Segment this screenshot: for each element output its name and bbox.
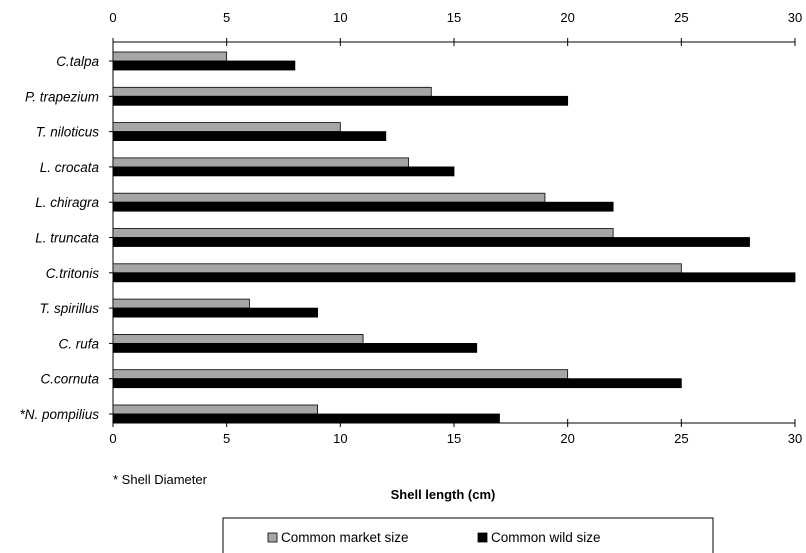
bar-market — [112, 86, 432, 97]
top-tick-label: 10 — [333, 10, 347, 25]
category-label: P. trapezium — [25, 89, 99, 104]
bar-wild — [112, 95, 569, 106]
bar-market — [112, 404, 319, 415]
bar-market — [112, 157, 409, 168]
category-label: C.tritonis — [46, 266, 100, 281]
bar-wild — [112, 237, 750, 247]
bar-market — [112, 192, 546, 203]
bar-market — [112, 122, 341, 132]
category-label: L. chiragra — [35, 195, 99, 210]
bottom-tick-label: 25 — [674, 431, 688, 446]
legend: Common market size Common wild size — [222, 517, 714, 553]
top-tick-label: 20 — [560, 10, 574, 25]
bottom-tick-label: 15 — [447, 431, 461, 446]
category-label: C. rufa — [58, 336, 99, 351]
top-tick-label: 25 — [674, 10, 688, 25]
category-label: *N. pompilius — [19, 407, 99, 422]
bar-market — [112, 51, 228, 62]
legend-swatch-market — [267, 532, 278, 543]
bar-wild — [112, 60, 296, 71]
bar-market — [112, 298, 250, 309]
bars — [112, 51, 796, 424]
bottom-tick-label: 5 — [223, 431, 230, 446]
bar-wild — [112, 131, 387, 142]
bar-wild — [112, 307, 319, 318]
top-tick-label: 0 — [109, 10, 116, 25]
top-tick-label: 30 — [788, 10, 802, 25]
legend-label-market: Common market size — [281, 530, 409, 545]
bottom-tick-label: 30 — [788, 431, 802, 446]
bar-wild — [112, 201, 614, 212]
bar-market — [112, 333, 364, 344]
top-tick-label: 5 — [223, 10, 230, 25]
category-labels: C.talpa P. trapezium T. niloticus L. crocat… — [19, 54, 99, 422]
category-label: T. spirillus — [39, 301, 99, 316]
footnote: * Shell Diameter — [113, 472, 208, 487]
bar-market — [112, 228, 614, 238]
bar-wild — [112, 272, 796, 283]
category-label: C.talpa — [56, 54, 99, 69]
top-axis: 0 5 10 15 20 25 30 — [109, 10, 802, 46]
category-label: L. truncata — [35, 231, 99, 246]
bottom-tick-label: 20 — [560, 431, 574, 446]
bar-wild — [112, 378, 682, 389]
bottom-tick-label: 10 — [333, 431, 347, 446]
left-axis — [109, 42, 114, 423]
bar-market — [112, 263, 682, 274]
bar-wild — [112, 342, 478, 353]
category-label: L. crocata — [40, 160, 100, 175]
category-label: T. niloticus — [36, 125, 100, 140]
legend-box — [222, 517, 714, 553]
x-axis-label: Shell length (cm) — [391, 487, 496, 502]
bottom-tick-label: 0 — [109, 431, 116, 446]
legend-swatch-wild — [477, 532, 488, 543]
top-tick-label: 15 — [447, 10, 461, 25]
bar-wild — [112, 413, 500, 424]
bar-market — [112, 369, 569, 380]
bar-wild — [112, 166, 455, 177]
category-label: C.cornuta — [40, 372, 99, 387]
legend-label-wild: Common wild size — [491, 530, 601, 545]
